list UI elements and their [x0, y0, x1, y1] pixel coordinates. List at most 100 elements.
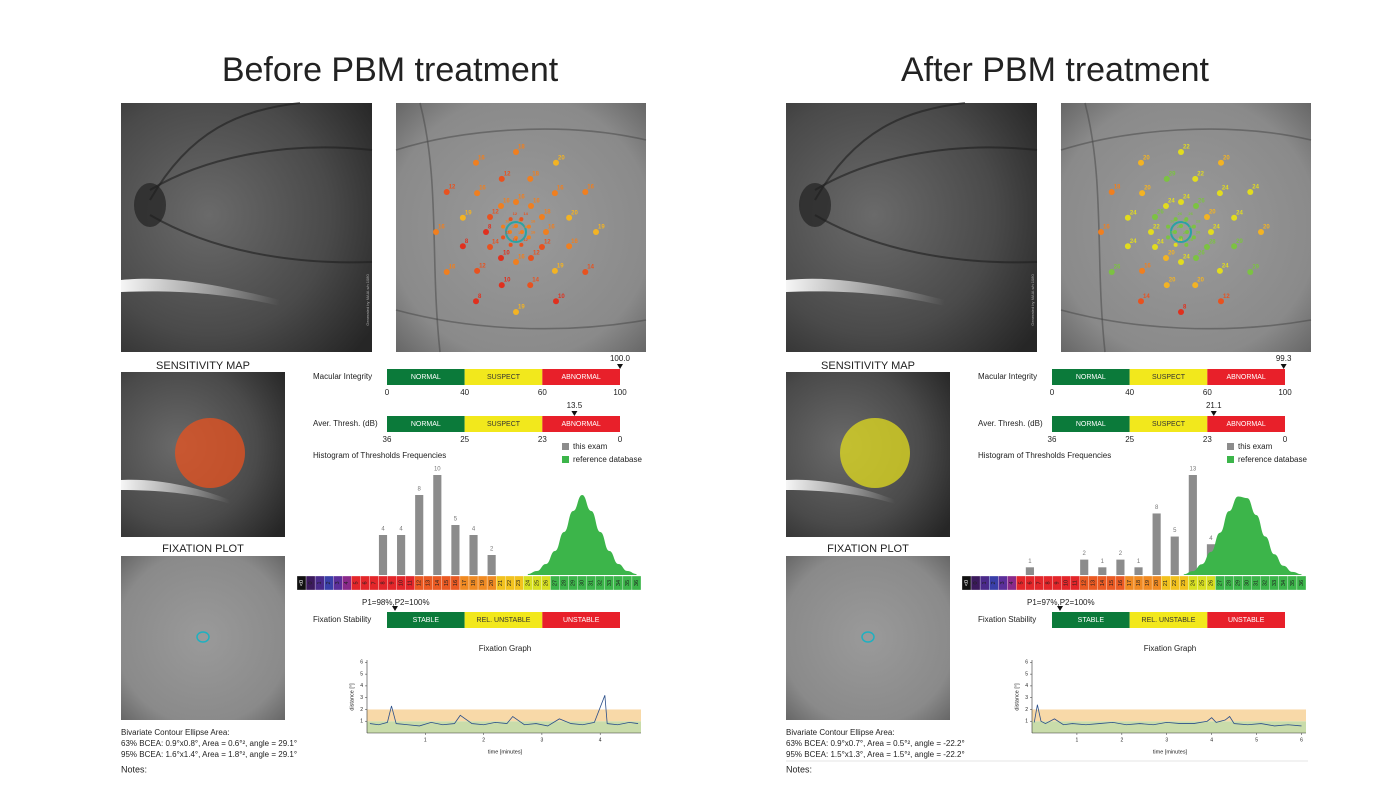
notes-label: Notes: [786, 764, 812, 774]
bar-segment [1129, 416, 1208, 432]
y-tick-label: 6 [1025, 660, 1028, 666]
bar-tick-label: 40 [460, 388, 469, 397]
bar-segment [1129, 369, 1208, 385]
stimulus-label: 26 [1170, 219, 1175, 224]
stimulus-label: 20 [1197, 278, 1204, 284]
stimulus-label: 16 [571, 239, 578, 245]
stimulus-label: 16 [1144, 263, 1151, 269]
bar-segment [542, 416, 620, 432]
stimulus [527, 282, 534, 289]
histogram-bar [1170, 536, 1179, 575]
stimulus-label: 24 [1213, 225, 1220, 231]
legend-swatch [1227, 456, 1234, 463]
stimulus-label: 28 [1170, 229, 1175, 234]
stimulus [1247, 189, 1254, 195]
vessel [1084, 102, 1106, 353]
bar-segment-label: ABNORMAL [562, 421, 601, 428]
stimulus [501, 224, 506, 229]
stimulus [543, 229, 549, 235]
vessel [1060, 309, 1312, 330]
x-tick-label: 8 [1045, 581, 1051, 584]
stimulus-label: 16 [557, 186, 564, 192]
x-tick-label: 27 [1217, 580, 1223, 586]
fixation-stability-marker-label: P1=98%,P2=100% [362, 598, 430, 607]
stimulus [1148, 229, 1154, 235]
y-tick-label: 6 [360, 660, 363, 666]
stimulus [1138, 159, 1144, 166]
stimulus-label: 20 [1144, 186, 1151, 192]
stimulus [1192, 282, 1199, 289]
stimulus-label: 19 [557, 263, 564, 269]
x-tick-label: 1 [982, 581, 988, 584]
stimulus [593, 229, 599, 235]
stimulus-label: 26 [1188, 211, 1193, 216]
stimulus [538, 244, 545, 250]
bar-segment-label: REL. UNSTABLE [1142, 617, 1196, 624]
stimulus [459, 243, 466, 250]
axis-cell [631, 575, 642, 591]
x-tick-label: 32 [1263, 580, 1269, 586]
stimulus [551, 267, 558, 274]
x-tick-label: 31 [589, 580, 595, 586]
stimulus-label: 26 [1114, 265, 1121, 271]
x-tick-label: 2 [326, 581, 332, 584]
x-tick-label: 5 [1255, 737, 1258, 743]
stimulus-label: 24 [1178, 237, 1183, 242]
y-tick-label: 4 [1025, 683, 1028, 689]
stimulus-label: 12 [544, 240, 551, 246]
bcea-line: 95% BCEA: 1.6°x1.4°, Area = 1.8°², angle… [121, 750, 297, 759]
stimulus [1173, 217, 1178, 222]
bar-segment-label: SUSPECT [487, 421, 521, 428]
reflection [786, 479, 895, 504]
fixation-ring [1170, 221, 1192, 243]
stimulus-label: 28 [1177, 224, 1182, 229]
stimulus [1218, 298, 1224, 305]
bar-value-label: 4 [472, 527, 476, 533]
stimulus [1139, 190, 1146, 197]
bar-segment [1052, 416, 1130, 432]
stimulus-label: 10 [504, 278, 511, 284]
bar-segment-label: NORMAL [411, 374, 441, 381]
bar-value-label: 2 [490, 547, 494, 553]
x-tick-label: 18 [471, 580, 477, 586]
histogram-title: Histogram of Thresholds Frequencies [313, 451, 446, 460]
vessel [395, 309, 647, 330]
bar-segment-label: STABLE [1078, 617, 1105, 624]
stimulus-label: 12 [505, 229, 510, 234]
stimulus-label: 24 [1222, 263, 1229, 269]
stimulus-label: 16 [505, 219, 510, 224]
x-tick-label: 36 [1299, 580, 1305, 586]
x-tick-label: 5 [353, 581, 359, 584]
fundus-image [786, 103, 1037, 352]
x-tick-label: 4 [344, 581, 350, 584]
x-tick-label: 28 [562, 580, 568, 586]
fixation-trace [369, 695, 639, 727]
optic-disc [799, 183, 831, 227]
stimulus-label: 10 [558, 294, 565, 300]
stimulus [551, 190, 558, 197]
report-panel: After PBM treatment Generated by MAIA s/n… [786, 51, 1312, 774]
bar-segment-label: SUSPECT [1152, 374, 1186, 381]
stimulus-label: 26 [1183, 230, 1188, 235]
stimulus [1108, 269, 1115, 275]
x-tick-label: 5 [1018, 581, 1024, 584]
reflection [786, 278, 945, 306]
stimulus [1191, 235, 1196, 240]
stimulus [1098, 229, 1104, 235]
stimulus [1216, 190, 1223, 197]
stimulus [527, 175, 534, 182]
bar-segment [387, 369, 465, 385]
bar-label: Fixation Stability [978, 615, 1036, 624]
reference-curve [527, 495, 637, 575]
x-tick-label: 32 [598, 580, 604, 586]
stimulus [553, 159, 559, 166]
stimulus-label: 22 [1153, 225, 1160, 231]
stimulus [519, 242, 524, 247]
histogram-bar [415, 495, 424, 575]
x-tick-label: 20 [489, 580, 495, 586]
stimulus [1166, 235, 1171, 240]
reference-curve [1183, 496, 1302, 575]
stimulus [443, 269, 450, 275]
stimulus [487, 244, 494, 250]
